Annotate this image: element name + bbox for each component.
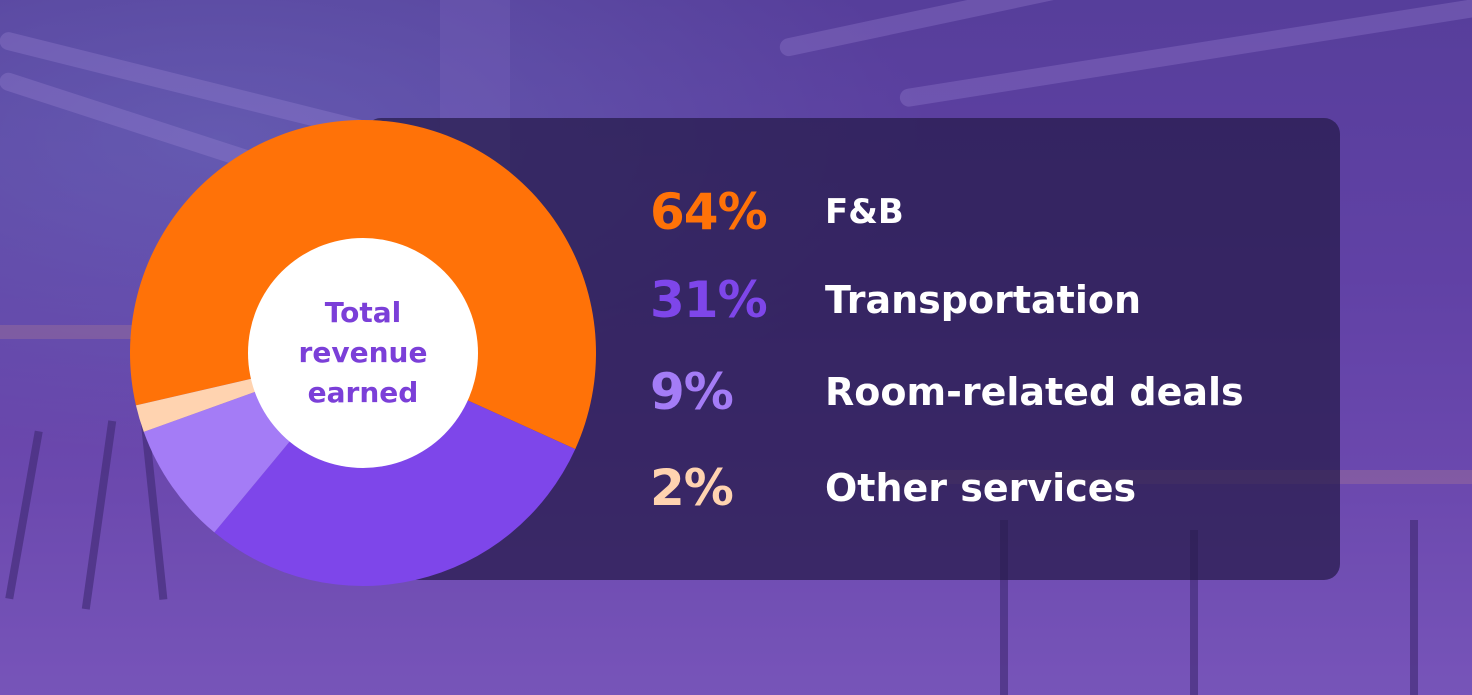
legend-label-fnb: F&B: [825, 192, 904, 232]
legend-row-fnb: 64% F&B: [650, 172, 904, 252]
donut-center-label: Total revenue earned: [298, 296, 428, 409]
legend-label-other-services: Other services: [825, 466, 1137, 510]
legend-row-other-services: 2% Other services: [650, 448, 1136, 528]
legend-label-transportation: Transportation: [825, 278, 1142, 322]
legend-label-room-deals: Room-related deals: [825, 370, 1244, 414]
donut-slice-transportation: [214, 353, 576, 586]
legend-value-transportation: 31%: [650, 271, 768, 329]
legend-value-room-deals: 9%: [650, 363, 734, 421]
legend-value-fnb: 64%: [650, 183, 768, 241]
legend-row-transportation: 31% Transportation: [650, 260, 1141, 340]
donut-center-hole: [248, 238, 478, 468]
legend-row-room-deals: 9% Room-related deals: [650, 352, 1244, 432]
legend-value-other-services: 2%: [650, 459, 734, 517]
revenue-donut-chart: Total revenue earned: [130, 120, 596, 586]
